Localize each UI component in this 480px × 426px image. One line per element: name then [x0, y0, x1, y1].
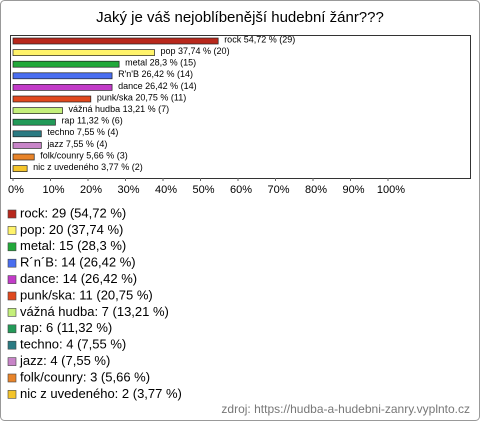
bar [12, 165, 28, 172]
legend-label: rap: 6 (11,32 %) [20, 320, 112, 335]
legend-label: techno: 4 (7,55 %) [20, 337, 126, 352]
bar [12, 60, 120, 68]
legend-swatch [7, 275, 17, 284]
legend-swatch [7, 242, 17, 252]
value-label: metal 28,3 % (15) [125, 58, 196, 68]
value-label: punk/ska 20,75 % (11) [97, 92, 186, 102]
legend-swatch [7, 226, 17, 235]
x-tick-label: 0% [8, 184, 24, 196]
x-tick-label: 50% [192, 184, 214, 196]
value-label: folk/counry 5,66 % (3) [40, 150, 128, 160]
bar [12, 72, 113, 80]
plot-area [10, 35, 471, 179]
x-tick-label: 70% [267, 184, 289, 196]
legend-swatch [7, 357, 17, 366]
legend-label: dance: 14 (26,42 %) [20, 271, 137, 286]
source: zdroj: https://hudba-a-hudebni-zanry.vyp… [221, 402, 470, 416]
legend-label: punk/ska: 11 (20,75 %) [20, 287, 153, 302]
bar [12, 142, 42, 149]
legend-label: nic z uvedeného: 2 (3,77 %) [20, 386, 182, 401]
legend-swatch [7, 324, 17, 334]
x-tick-label: 100% [377, 184, 405, 196]
value-label: pop 37,74 % (20) [161, 46, 230, 56]
legend-label: vážná hudba: 7 (13,21 %) [20, 304, 169, 319]
x-tick-label: 90% [342, 184, 364, 196]
bar [12, 107, 63, 114]
value-label: nic z uvedeného 3,77 % (2) [33, 162, 143, 172]
legend-swatch [7, 340, 17, 350]
x-tick-label: 10% [42, 184, 64, 196]
x-tick-label: 30% [117, 184, 139, 196]
legend-swatch [7, 373, 17, 383]
bar [12, 95, 92, 103]
value-label: R'n'B 26,42 % (14) [118, 69, 193, 79]
legend-swatch [7, 308, 17, 317]
legend-swatch [7, 390, 17, 399]
value-label: techno 7,55 % (4) [47, 127, 118, 137]
bar [12, 118, 56, 126]
value-label: vážná hudba 13,21 % (7) [69, 104, 170, 114]
value-label: dance 26,42 % (14) [118, 81, 197, 91]
legend-label: R´n´B: 14 (26,42 %) [20, 255, 136, 270]
legend-swatch [7, 209, 17, 219]
x-tick-label: 40% [155, 184, 177, 196]
legend-swatch [7, 291, 17, 301]
value-label: rock 54,72 % (29) [224, 34, 295, 44]
legend-swatch [7, 258, 17, 268]
legend-label: pop: 20 (37,74 %) [20, 222, 123, 237]
value-label: jazz 7,55 % (4) [46, 139, 107, 149]
legend-label: folk/counry: 3 (5,66 %) [20, 369, 150, 384]
bar [12, 130, 42, 138]
value-label: rap 11,32 % (6) [61, 116, 122, 126]
bar [12, 37, 219, 45]
legend-label: metal: 15 (28,3 %) [20, 238, 126, 253]
legend-label: jazz: 4 (7,55 %) [19, 353, 110, 368]
x-tick-label: 80% [305, 184, 327, 196]
x-tick-label: 60% [230, 184, 252, 196]
legend-label: rock: 29 (54,72 %) [20, 205, 126, 220]
bar [12, 49, 155, 56]
x-tick-label: 20% [80, 184, 102, 196]
bar [12, 84, 113, 91]
bar [12, 153, 35, 161]
chart-title: Jaký je váš nejoblíbenější hudební žánr?… [96, 9, 384, 26]
